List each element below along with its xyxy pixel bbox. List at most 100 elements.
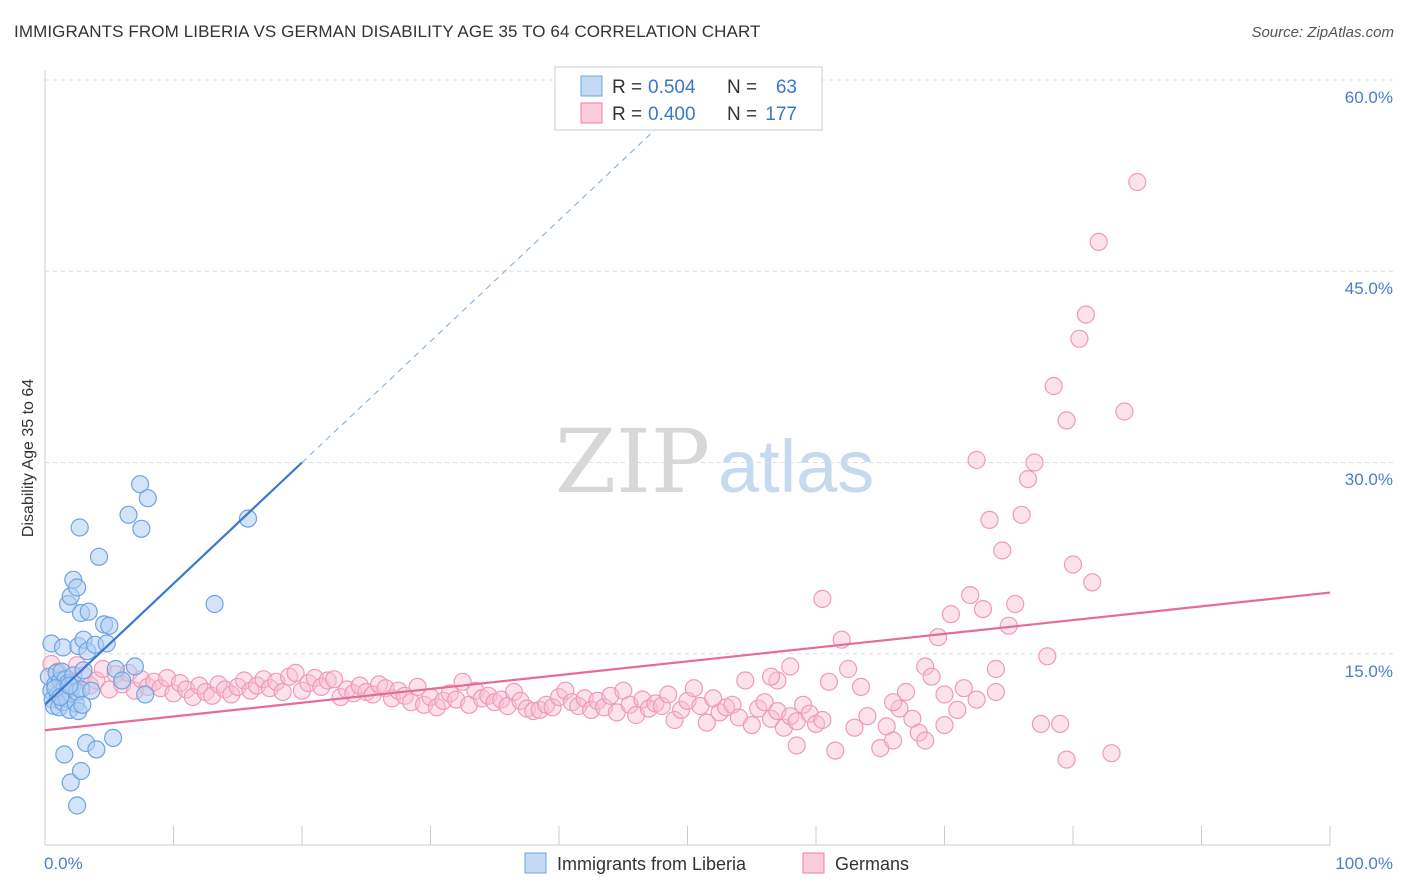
legend-n-label: N = <box>727 77 757 98</box>
liberia-point <box>125 657 144 676</box>
liberia-trend-line <box>44 461 303 706</box>
x-tick-label-left: 0.0% <box>44 854 83 873</box>
liberia-point <box>61 773 80 792</box>
germans-point <box>1025 453 1044 472</box>
germans-point <box>684 679 704 698</box>
germans-point <box>787 736 806 755</box>
germans-point <box>1063 555 1083 574</box>
chart-title: IMMIGRANTS FROM LIBERIA VS GERMAN DISABI… <box>14 22 761 41</box>
x-axis-ticks <box>44 826 1331 845</box>
germans-point <box>273 682 292 702</box>
germans-point <box>736 671 755 690</box>
liberia-point <box>238 509 258 528</box>
source-label: Source: ZipAtlas.com <box>1251 24 1394 41</box>
germans-point <box>350 676 369 695</box>
legend-r-label: R = <box>612 77 642 98</box>
liberia-point <box>89 547 109 566</box>
germans-point <box>883 731 903 750</box>
germans-point <box>858 707 877 726</box>
legend-n-value: 63 <box>776 77 797 98</box>
germans-point <box>504 682 524 702</box>
germans-point <box>980 510 999 530</box>
liberia-point <box>112 671 132 690</box>
liberia-point <box>100 616 119 635</box>
germans-point <box>543 698 562 717</box>
germans-point <box>961 585 980 605</box>
germans-point <box>935 715 954 735</box>
legend-swatch-germans-bottom <box>802 852 825 874</box>
germans-point <box>665 710 684 730</box>
liberia-point <box>119 505 138 524</box>
germans-point <box>1089 232 1108 251</box>
germans-point <box>222 685 241 704</box>
trend-lines <box>44 122 1331 732</box>
liberia-point <box>73 695 92 714</box>
legend-label-liberia: Immigrants from Liberia <box>557 854 747 874</box>
germans-point <box>427 698 446 717</box>
liberia-point <box>97 634 116 653</box>
germans-point <box>954 679 973 698</box>
germans-point <box>851 677 871 697</box>
liberia-point <box>74 661 93 680</box>
germans-point <box>781 657 800 676</box>
germans-point <box>1083 573 1102 592</box>
germans-point <box>986 659 1006 679</box>
germans-point <box>793 695 813 714</box>
germans-point <box>286 663 305 683</box>
legend-label-germans: Germans <box>835 854 909 874</box>
germans-point <box>845 718 864 737</box>
legend-bottom: Immigrants from Liberia Germans <box>524 852 909 874</box>
liberia-point <box>132 519 151 538</box>
liberia-point <box>79 602 98 621</box>
germans-point <box>1012 505 1031 524</box>
y-tick-label: 15.0% <box>1345 662 1393 681</box>
liberia-point <box>205 594 224 614</box>
germans-point <box>1031 714 1051 734</box>
germans-point <box>1076 305 1096 324</box>
germans-point <box>948 700 967 720</box>
y-tick-label: 30.0% <box>1345 470 1393 489</box>
liberia-point <box>67 796 87 815</box>
germans-point <box>883 693 903 712</box>
germans-point <box>896 682 916 702</box>
y-tick-label: 45.0% <box>1345 279 1393 298</box>
liberia-point <box>53 638 73 657</box>
liberia-point <box>136 685 155 704</box>
liberia-point <box>131 475 150 494</box>
germans-point <box>838 659 858 679</box>
watermark: ZIP atlas <box>555 410 874 513</box>
x-tick-label-right: 100.0% <box>1335 854 1393 873</box>
germans-point <box>967 450 986 470</box>
liberia-point <box>55 745 74 764</box>
germans-point <box>813 589 832 609</box>
liberia-point <box>82 681 101 700</box>
liberia-point <box>67 578 87 597</box>
germans-point <box>941 605 961 624</box>
germans-point <box>652 696 671 716</box>
germans-point <box>1057 411 1076 430</box>
germans-point <box>1102 744 1121 763</box>
germans-point <box>916 657 935 676</box>
germans-point <box>1051 714 1070 734</box>
germans-point <box>1006 594 1025 614</box>
germans-point <box>993 541 1012 560</box>
germans-point <box>813 710 832 730</box>
legend-swatch-liberia <box>580 75 603 97</box>
liberia-point <box>71 761 91 781</box>
germans-point <box>697 713 716 732</box>
germans-point <box>1128 172 1147 192</box>
germans-point <box>556 681 575 700</box>
germans-point <box>916 731 935 750</box>
y-tick-label: 60.0% <box>1345 88 1393 107</box>
gridlines <box>45 79 1395 655</box>
germans-point <box>659 685 678 704</box>
germans-point <box>761 667 781 686</box>
germans-point <box>935 685 954 704</box>
germans-point <box>819 672 839 691</box>
germans-point <box>1018 470 1038 489</box>
y-tick-labels: 15.0% 30.0% 45.0% 60.0% <box>1345 88 1393 681</box>
legend-swatch-germans <box>580 102 603 124</box>
legend-n-label: N = <box>727 104 757 125</box>
germans-point <box>973 599 993 619</box>
liberia-point <box>70 518 89 537</box>
